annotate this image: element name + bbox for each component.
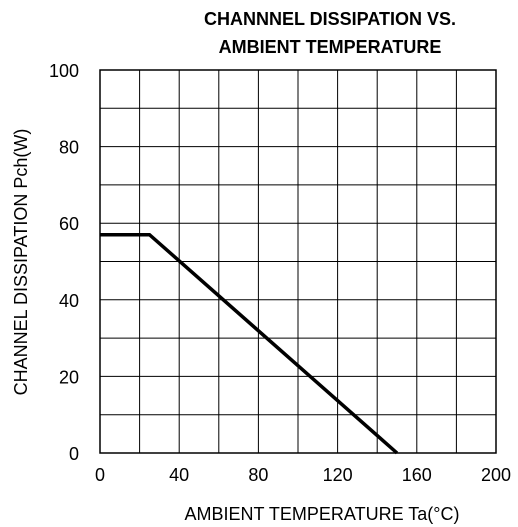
tick-labels: 0 40 80 120 160 200 0 20 40 60 80 100 [49, 61, 511, 485]
y-tick-label-3: 60 [59, 214, 79, 234]
chart-title-line-1: CHANNNEL DISSIPATION VS. [204, 9, 456, 29]
x-tick-label-3: 120 [323, 465, 353, 485]
y-axis-label: CHANNEL DISSIPATION Pch(W) [11, 129, 31, 396]
y-tick-label-0: 0 [69, 444, 79, 464]
y-tick-label-2: 40 [59, 291, 79, 311]
y-tick-label-1: 20 [59, 367, 79, 387]
x-tick-label-5: 200 [481, 465, 511, 485]
chart-title-line-2: AMBIENT TEMPERATURE [219, 37, 442, 57]
y-tick-label-4: 80 [59, 138, 79, 158]
x-tick-label-4: 160 [402, 465, 432, 485]
x-axis-label: AMBIENT TEMPERATURE Ta(°C) [185, 504, 460, 524]
y-tick-label-5: 100 [49, 61, 79, 81]
grid [99, 69, 497, 454]
x-tick-label-2: 80 [248, 465, 268, 485]
x-tick-label-1: 40 [169, 465, 189, 485]
plot-frame [99, 69, 497, 454]
series-line-0 [100, 232, 399, 455]
series-layer [100, 232, 399, 455]
x-tick-label-0: 0 [95, 465, 105, 485]
